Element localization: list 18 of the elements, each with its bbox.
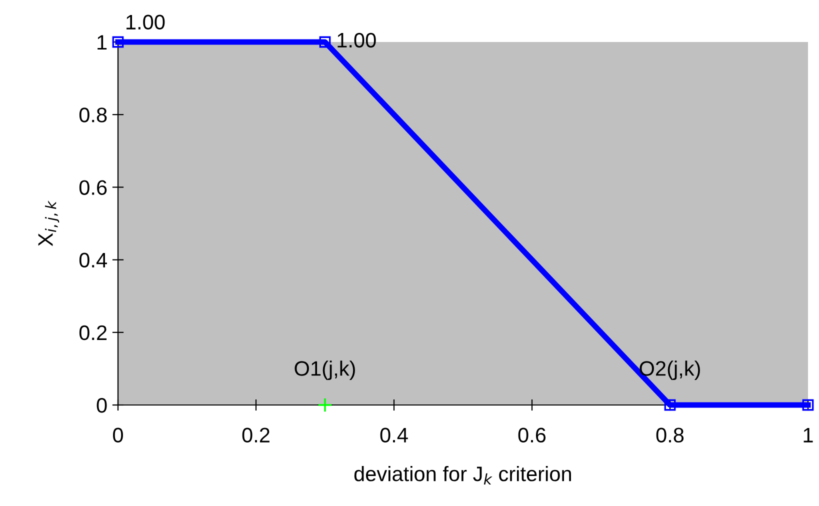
data-label: 1.00 <box>126 14 165 30</box>
y-tick-label: 0.6 <box>79 180 107 195</box>
y-tick-label: 0 <box>96 398 107 413</box>
y-tick-label: 1 <box>98 35 107 50</box>
x-tick-label: 0.4 <box>380 428 408 443</box>
y-axis-title: X$_{i,j,k}$ <box>38 200 60 246</box>
annotation: O2(j,k) <box>640 360 700 380</box>
x-tick-label: 1 <box>804 428 813 442</box>
x-tick-label: 0.6 <box>518 428 546 443</box>
y-tick-label: 0.2 <box>79 325 107 340</box>
y-tick-label: 0.4 <box>79 252 107 268</box>
x-axis-title: deviation for J$_{k}$ criterion <box>354 466 571 484</box>
x-tick-label: 0 <box>113 428 123 443</box>
annotation: O1(j,k) <box>294 360 355 380</box>
data-label: 1.00 <box>338 32 376 48</box>
x-tick-label: 0.2 <box>242 428 270 443</box>
y-tick-label: 0.8 <box>79 108 107 122</box>
x-tick-label: 0.8 <box>656 428 684 443</box>
